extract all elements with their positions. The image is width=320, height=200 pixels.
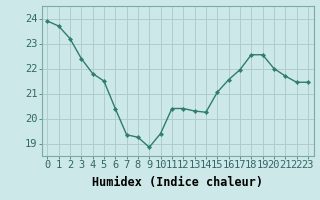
X-axis label: Humidex (Indice chaleur): Humidex (Indice chaleur)	[92, 176, 263, 189]
